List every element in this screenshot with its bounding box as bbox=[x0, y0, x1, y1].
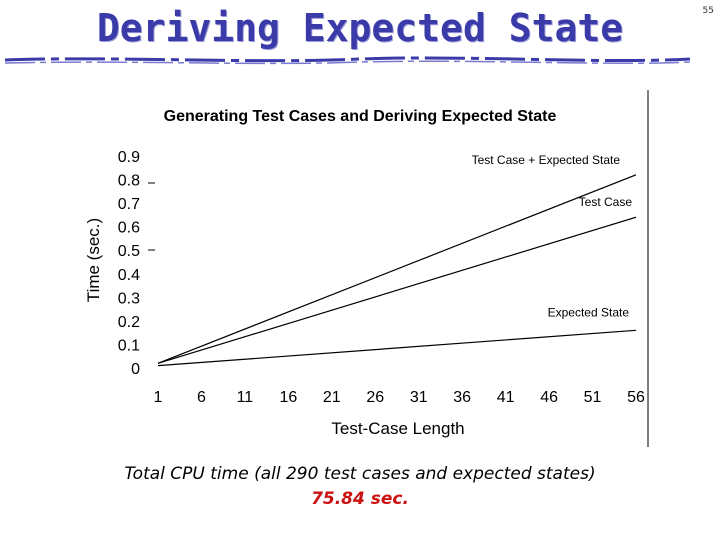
y-tick-label: 0.1 bbox=[118, 337, 140, 354]
chart-title: Generating Test Cases and Deriving Expec… bbox=[164, 108, 557, 125]
title-underline bbox=[4, 56, 691, 65]
y-tick-label: 0.9 bbox=[118, 149, 140, 166]
slide-title: Deriving Expected State bbox=[96, 6, 624, 50]
y-axis-label: Time (sec.) bbox=[84, 218, 103, 302]
page-number: 55 bbox=[702, 6, 714, 16]
y-tick-labels: 0 0.1 0.2 0.3 0.4 0.5 0.6 0.7 0.8 0.9 bbox=[118, 149, 140, 378]
x-tick-label: 41 bbox=[497, 389, 515, 406]
y-tick-label: 0.6 bbox=[118, 220, 140, 237]
y-tick-label: 0.3 bbox=[118, 290, 140, 307]
x-tick-label: 16 bbox=[279, 389, 297, 406]
y-tick-label: 0.4 bbox=[118, 267, 140, 284]
x-tick-label: 11 bbox=[237, 389, 254, 406]
x-tick-labels: 1 6 11 16 21 26 31 36 41 46 51 56 bbox=[154, 389, 645, 406]
y-tick-label: 0.2 bbox=[118, 314, 140, 331]
series-label: Test Case + Expected State bbox=[472, 153, 621, 167]
y-tick-label: 0 bbox=[131, 361, 140, 378]
slide-header: Deriving Expected State bbox=[0, 2, 720, 72]
y-tick-label: 0.8 bbox=[118, 173, 140, 190]
x-tick-label: 21 bbox=[323, 389, 341, 406]
series-lines bbox=[157, 174, 637, 367]
series-line bbox=[157, 174, 637, 364]
x-tick-label: 6 bbox=[197, 389, 206, 406]
series-line bbox=[157, 329, 637, 367]
x-tick-label: 51 bbox=[584, 389, 602, 406]
series-line bbox=[157, 216, 637, 364]
series-labels: Test Case + Expected State Test Case Expec… bbox=[472, 153, 633, 319]
x-tick-label: 56 bbox=[627, 389, 645, 406]
y-tick-label: 0.5 bbox=[118, 243, 140, 260]
series-label: Expected State bbox=[548, 305, 630, 319]
caption-total-cpu: Total CPU time (all 290 test cases and e… bbox=[124, 464, 596, 484]
x-tick-label: 36 bbox=[453, 389, 471, 406]
caption-total-value: 75.84 sec. bbox=[311, 489, 409, 509]
series-label: Test Case bbox=[579, 195, 633, 209]
x-axis-label: Test-Case Length bbox=[331, 419, 464, 438]
x-tick-label: 26 bbox=[366, 389, 384, 406]
x-tick-label: 31 bbox=[410, 389, 428, 406]
x-tick-label: 46 bbox=[540, 389, 558, 406]
x-tick-label: 1 bbox=[154, 389, 163, 406]
y-tick-label: 0.7 bbox=[118, 196, 140, 213]
line-chart: Generating Test Cases and Deriving Expec… bbox=[84, 90, 649, 447]
